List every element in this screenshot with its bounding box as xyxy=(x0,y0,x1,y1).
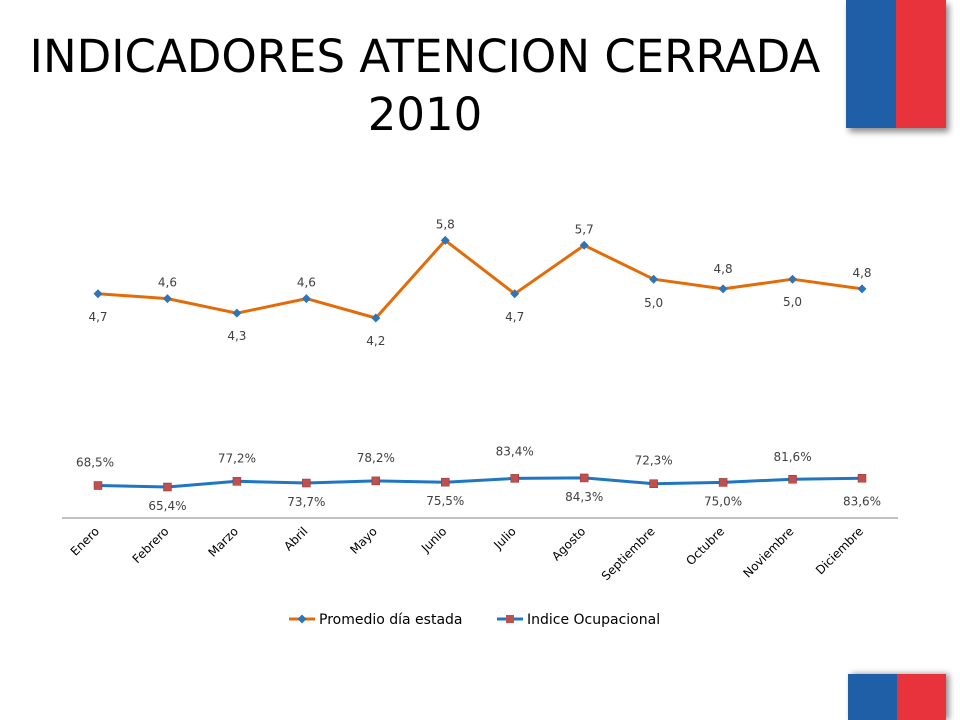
data-point-ocupacional-febrero xyxy=(163,482,172,492)
data-point-ocupacional-diciembre xyxy=(857,474,867,483)
data-point-ocupacional-agosto xyxy=(579,473,589,483)
slide-title-line-2: 2010 xyxy=(367,88,483,141)
data-label-ocupacional: 75,0% xyxy=(704,494,742,508)
data-point-promedio-julio xyxy=(510,289,520,299)
data-label-ocupacional: 72,3% xyxy=(635,454,673,468)
data-point-ocupacional-junio xyxy=(441,477,450,487)
data-point-ocupacional-septiembre xyxy=(649,479,658,488)
data-point-promedio-diciembre xyxy=(857,284,867,294)
data-label-ocupacional: 78,2% xyxy=(357,451,395,465)
x-tick-label-abril: Abril xyxy=(281,524,310,553)
data-point-ocupacional-enero xyxy=(93,481,103,490)
data-label-promedio: 4,6 xyxy=(158,276,177,290)
data-label-ocupacional: 73,7% xyxy=(287,495,325,509)
data-label-promedio: 4,6 xyxy=(297,276,316,290)
legend-marker-promedio xyxy=(297,614,307,624)
data-label-promedio: 4,8 xyxy=(852,266,871,280)
x-tick-label-septiembre: Septiembre xyxy=(599,524,658,583)
data-label-promedio: 4,3 xyxy=(227,329,246,343)
data-label-ocupacional: 77,2% xyxy=(218,451,256,465)
data-label-promedio: 5,8 xyxy=(436,217,455,231)
data-point-promedio-agosto xyxy=(579,240,589,250)
data-label-ocupacional: 84,3% xyxy=(565,490,603,504)
x-tick-label-mayo: Mayo xyxy=(347,524,380,557)
slide-title: INDICADORES ATENCION CERRADA 2010 xyxy=(20,28,830,144)
series-ocupacional-line xyxy=(97,476,863,489)
data-point-promedio-abril xyxy=(301,294,311,304)
data-label-ocupacional: 65,4% xyxy=(148,499,186,513)
data-point-promedio-mayo xyxy=(371,313,381,323)
data-point-ocupacional-noviembre xyxy=(788,474,797,484)
flag-red-stripe xyxy=(897,674,946,720)
data-label-promedio: 5,7 xyxy=(575,222,594,236)
data-label-promedio: 4,2 xyxy=(366,334,385,348)
x-tick-label-febrero: Febrero xyxy=(130,524,172,566)
legend-label-promedio: Promedio día estada xyxy=(319,612,463,628)
x-tick-label-noviembre: Noviembre xyxy=(740,524,796,580)
data-point-promedio-septiembre xyxy=(649,274,659,284)
x-tick-label-agosto: Agosto xyxy=(549,524,588,563)
flag-decoration-top xyxy=(846,0,946,128)
x-tick-label-marzo: Marzo xyxy=(205,524,241,560)
legend-label-ocupacional: Indice Ocupacional xyxy=(527,612,660,628)
data-point-promedio-marzo xyxy=(232,308,242,318)
data-label-ocupacional: 81,6% xyxy=(773,450,811,464)
data-point-promedio-febrero xyxy=(162,294,172,304)
data-label-ocupacional: 75,5% xyxy=(426,494,464,508)
data-point-promedio-noviembre xyxy=(788,274,798,284)
data-label-promedio: 4,7 xyxy=(88,310,107,324)
slide-title-line-1: INDICADORES ATENCION CERRADA xyxy=(29,30,821,83)
data-point-ocupacional-mayo xyxy=(371,476,381,486)
data-label-promedio: 4,7 xyxy=(505,310,524,324)
data-point-ocupacional-octubre xyxy=(718,478,728,487)
data-label-ocupacional: 83,4% xyxy=(496,444,534,458)
flag-blue-stripe xyxy=(846,0,896,128)
x-tick-label-octubre: Octubre xyxy=(683,524,727,568)
data-label-promedio: 5,0 xyxy=(783,295,802,309)
series-promedio-line xyxy=(97,238,863,320)
x-tick-label-junio: Junio xyxy=(418,524,449,555)
data-label-ocupacional: 83,6% xyxy=(843,494,881,508)
data-label-promedio: 4,8 xyxy=(714,262,733,276)
x-tick-label-diciembre: Diciembre xyxy=(813,524,866,577)
flag-red-stripe xyxy=(896,0,946,128)
data-point-ocupacional-abril xyxy=(302,478,311,488)
data-point-ocupacional-julio xyxy=(510,474,519,483)
legend-marker-ocupacional xyxy=(506,615,514,623)
flag-blue-stripe xyxy=(848,674,897,720)
data-point-promedio-octubre xyxy=(718,284,728,294)
data-point-ocupacional-marzo xyxy=(232,477,242,486)
x-tick-label-julio: Julio xyxy=(490,524,518,552)
data-label-ocupacional: 68,5% xyxy=(76,456,114,470)
data-label-promedio: 5,0 xyxy=(644,296,663,310)
flag-decoration-bottom xyxy=(848,674,946,720)
data-point-promedio-junio xyxy=(440,235,450,245)
data-point-promedio-enero xyxy=(93,289,103,299)
x-tick-label-enero: Enero xyxy=(68,524,102,558)
